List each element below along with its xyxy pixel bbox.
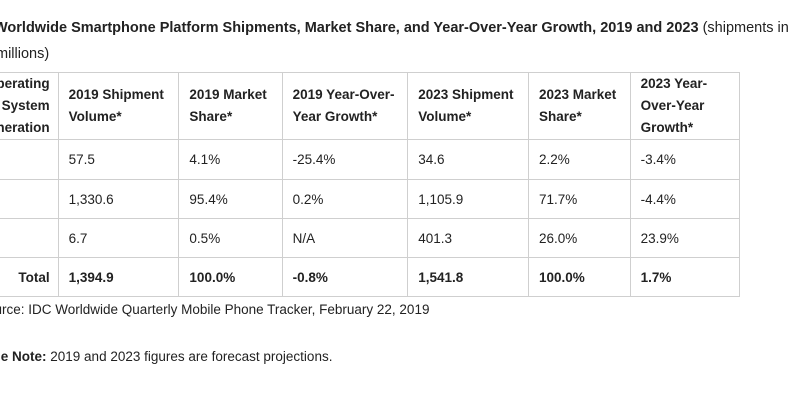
cell-2023-growth: -4.4% bbox=[629, 179, 741, 219]
header-2019-growth: 2019 Year-Over-Year Growth* bbox=[281, 72, 409, 140]
shipments-table: Operating System Generation 2019 Shipmen… bbox=[0, 72, 741, 297]
cell-total-2023-growth: 1.7% bbox=[629, 257, 741, 297]
cell-total-2019-share: 100.0% bbox=[178, 257, 283, 297]
cell-2023-growth: 23.9% bbox=[629, 218, 741, 258]
header-2019-share: 2019 Market Share* bbox=[178, 72, 283, 140]
cell-2019-growth: 0.2% bbox=[281, 179, 409, 219]
cell-2023-share: 2.2% bbox=[528, 139, 631, 180]
cell-total-2023-share: 100.0% bbox=[528, 257, 631, 297]
cell-generation: 4G bbox=[0, 179, 59, 219]
header-generation: Operating System Generation bbox=[0, 72, 59, 140]
cell-2023-growth: -3.4% bbox=[629, 139, 741, 180]
cell-2023-shipment: 1,105.9 bbox=[407, 179, 529, 219]
table-title-unit: (shipments in bbox=[698, 20, 789, 36]
header-2023-shipment: 2023 Shipment Volume* bbox=[407, 72, 529, 140]
table-note: Table Note: 2019 and 2023 figures are fo… bbox=[0, 349, 332, 364]
cell-2023-shipment: 401.3 bbox=[407, 218, 529, 258]
cell-2019-share: 95.4% bbox=[178, 179, 283, 219]
table-note-text: 2019 and 2023 figures are forecast proje… bbox=[46, 349, 333, 364]
table-total-row: Total 1,394.9 100.0% -0.8% 1,541.8 100.0… bbox=[0, 257, 741, 297]
cell-total-2019-shipment: 1,394.9 bbox=[57, 257, 180, 297]
table-header-row: Operating System Generation 2019 Shipmen… bbox=[0, 72, 741, 140]
cell-2019-share: 4.1% bbox=[178, 139, 283, 180]
cell-total-2019-growth: -0.8% bbox=[281, 257, 409, 297]
table-row: 3G 57.5 4.1% -25.4% 34.6 2.2% -3.4% bbox=[0, 139, 741, 180]
table-title-continuation: millions) bbox=[0, 46, 50, 62]
cell-total-label: Total bbox=[0, 257, 59, 297]
cell-generation: 3G bbox=[0, 139, 59, 180]
cell-2023-share: 71.7% bbox=[528, 179, 631, 219]
cell-2023-share: 26.0% bbox=[528, 218, 631, 258]
header-2023-growth: 2023 Year-Over-Year Growth* bbox=[629, 72, 741, 140]
table-title-bold: Worldwide Smartphone Platform Shipments,… bbox=[0, 20, 699, 36]
cell-2019-shipment: 6.7 bbox=[57, 218, 180, 258]
cell-total-2023-shipment: 1,541.8 bbox=[407, 257, 529, 297]
cell-generation: 5G bbox=[0, 218, 59, 258]
table-row: 5G 6.7 0.5% N/A 401.3 26.0% 23.9% bbox=[0, 218, 741, 258]
cell-2019-shipment: 1,330.6 bbox=[57, 179, 180, 219]
table-row: 4G 1,330.6 95.4% 0.2% 1,105.9 71.7% -4.4… bbox=[0, 179, 741, 219]
source-note: Source: IDC Worldwide Quarterly Mobile P… bbox=[0, 302, 430, 317]
cell-2019-growth: -25.4% bbox=[281, 139, 409, 180]
cell-2019-shipment: 57.5 bbox=[57, 139, 180, 180]
header-2019-shipment: 2019 Shipment Volume* bbox=[57, 72, 180, 140]
header-2023-share: 2023 Market Share* bbox=[528, 72, 631, 140]
cell-2019-growth: N/A bbox=[281, 218, 409, 258]
cell-2019-share: 0.5% bbox=[178, 218, 283, 258]
table-note-label: Table Note: bbox=[0, 349, 47, 364]
cell-2023-shipment: 34.6 bbox=[407, 139, 529, 180]
table-title: Worldwide Smartphone Platform Shipments,… bbox=[0, 16, 800, 40]
